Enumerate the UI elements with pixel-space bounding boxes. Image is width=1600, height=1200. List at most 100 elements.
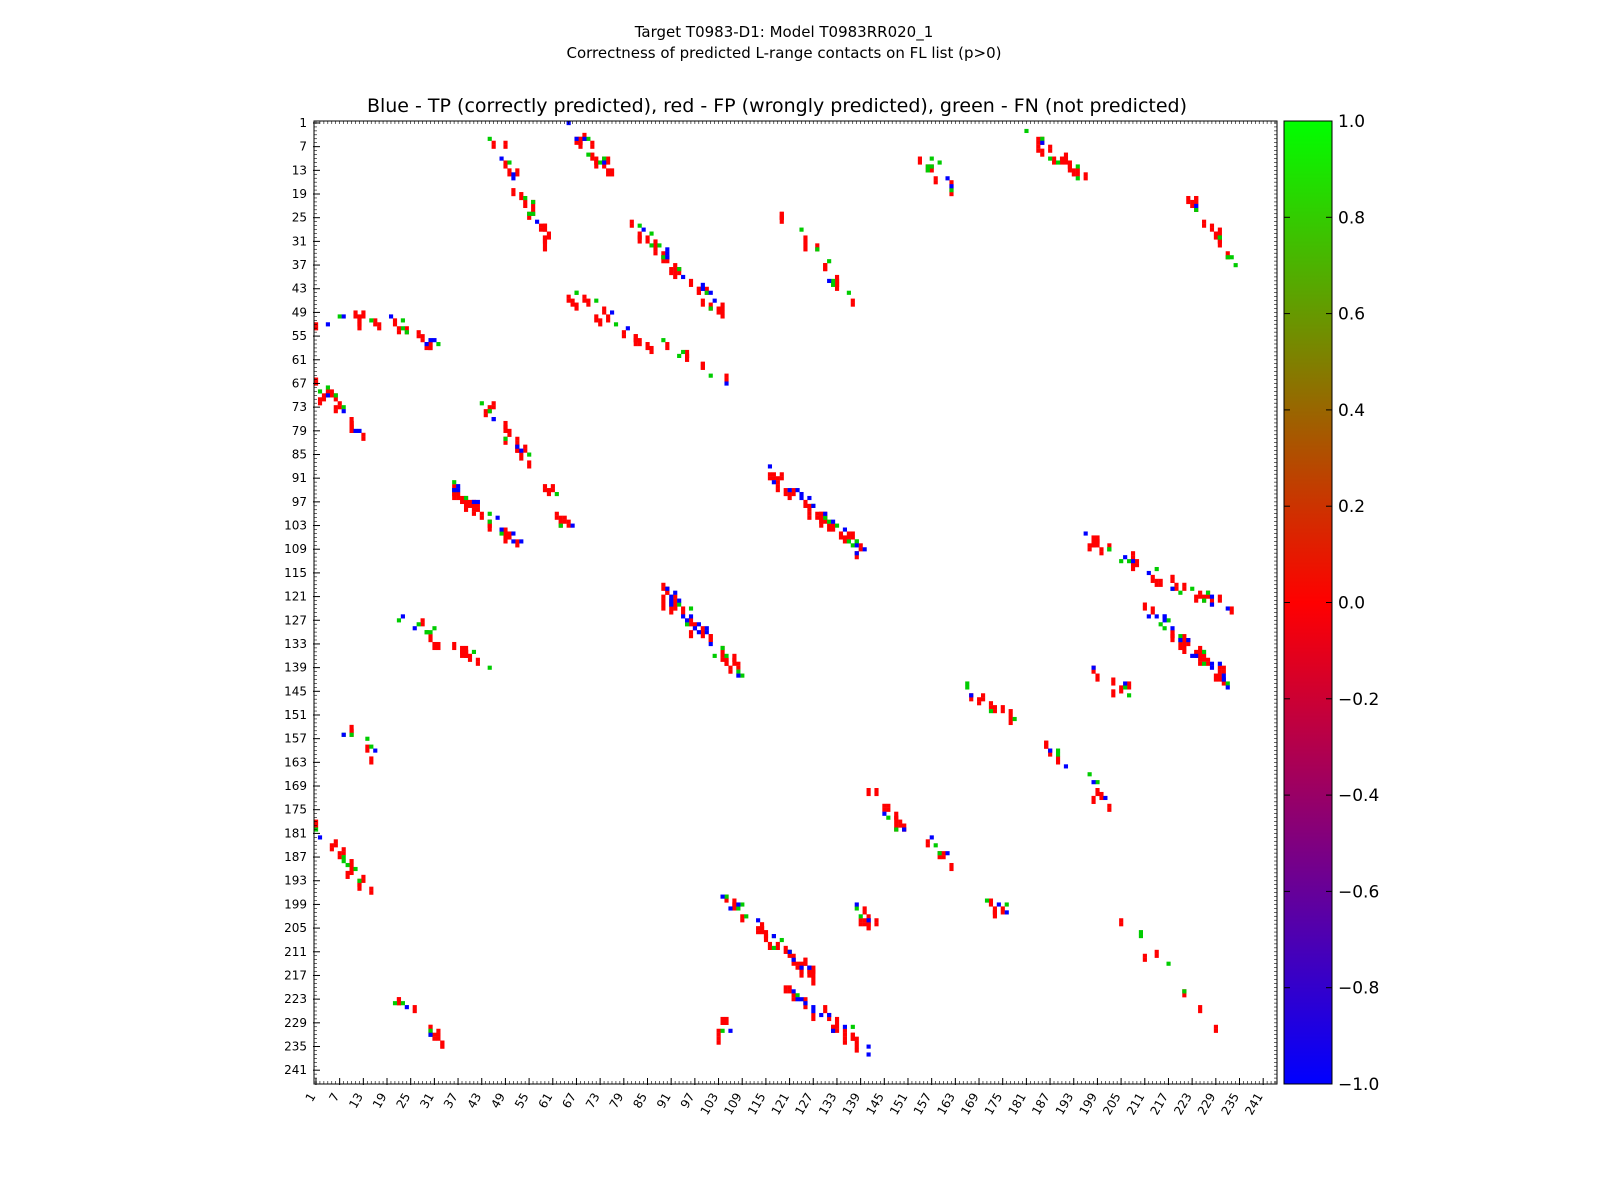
contact-cell-fp <box>369 886 374 891</box>
contact-cell-tp <box>1123 555 1128 560</box>
contact-cell-fp <box>341 847 346 852</box>
x-tick-label: 25 <box>394 1090 414 1110</box>
contact-cell-tp <box>704 630 709 635</box>
contact-cell-fp <box>696 290 701 295</box>
x-tick-label: 205 <box>1100 1090 1124 1117</box>
contact-cell-fp <box>716 1036 721 1041</box>
contact-cell-fn <box>925 168 930 173</box>
y-tick-label: 169 <box>284 779 307 793</box>
contact-cell-fn <box>1075 176 1080 181</box>
contact-cell-fp <box>933 176 938 181</box>
y-tick-label: 1 <box>299 116 307 130</box>
contact-cell-tp <box>736 902 741 907</box>
contact-cell-fp <box>1000 910 1005 915</box>
contact-cell-tp <box>799 495 804 501</box>
contact-cell-fp <box>1205 594 1211 599</box>
contact-cell-fn <box>594 298 599 303</box>
contact-cell-fp <box>432 641 437 647</box>
contact-cell-tp <box>317 835 323 840</box>
contact-cell-tp <box>823 511 828 516</box>
contact-cell-tp <box>1048 748 1053 753</box>
contact-cell-tp <box>432 338 437 343</box>
contact-cell-fp <box>337 405 342 410</box>
contact-cell-fp <box>1182 649 1187 654</box>
y-tick-label: 235 <box>284 1040 307 1054</box>
contact-cell-fp <box>507 172 512 177</box>
contact-cell-fp <box>775 941 780 947</box>
contact-cell-tp <box>665 247 670 252</box>
contact-cell-fp <box>673 263 678 268</box>
contact-cell-fp <box>574 302 579 307</box>
contact-cell-fp <box>436 1032 441 1037</box>
contact-cell-fp <box>846 531 851 536</box>
contact-cell-fp <box>684 349 690 355</box>
contact-cell-fp <box>610 168 615 173</box>
contact-cell-fp <box>811 965 816 970</box>
contact-cell-tp <box>1190 653 1195 658</box>
contact-cell-fn <box>602 156 607 161</box>
contact-cell-fp <box>1048 148 1053 153</box>
contact-cell-fp <box>558 519 563 524</box>
contact-cell-tp <box>665 255 670 260</box>
contact-cell-fp <box>1182 586 1187 591</box>
contact-cell-tp <box>511 539 516 544</box>
contact-cell-fp <box>317 397 323 402</box>
contact-cell-fp <box>992 910 997 915</box>
x-tick-label: 193 <box>1053 1090 1077 1117</box>
y-tick-label: 199 <box>284 897 307 911</box>
contact-cell-fp <box>700 626 705 631</box>
contact-cell-fp <box>503 164 508 169</box>
contact-cell-fp <box>329 389 334 394</box>
contact-cell-fp <box>894 815 899 820</box>
contact-cell-fp <box>661 582 666 587</box>
contact-cell-fp <box>977 701 982 706</box>
contact-cell-fp <box>1142 953 1147 958</box>
contact-cell-fp <box>424 345 429 351</box>
contact-cell-fn <box>432 626 437 631</box>
contact-cell-fp <box>669 267 674 272</box>
contact-cell-fp <box>803 957 808 962</box>
contact-cell-fp <box>1202 223 1207 228</box>
plot-frame <box>313 120 1278 1085</box>
contact-cell-fp <box>515 543 520 548</box>
contact-cell-fp <box>716 310 721 315</box>
contact-cell-fn <box>1048 156 1053 161</box>
contact-cell-fp <box>523 444 528 449</box>
contact-cell-fp <box>724 661 729 666</box>
contact-cell-tp <box>767 464 773 469</box>
contact-cell-fn <box>677 602 682 607</box>
contact-cell-fp <box>854 1044 859 1049</box>
contact-cell-tp <box>428 338 433 343</box>
contact-cell-fn <box>353 866 358 872</box>
contact-cell-fp <box>1111 689 1116 694</box>
contact-cell-fn <box>886 815 891 820</box>
contact-cell-fp <box>941 855 946 860</box>
y-tick-label: 181 <box>284 826 307 840</box>
contact-cell-fp <box>969 697 974 702</box>
y-tick-label: 193 <box>284 874 307 888</box>
contact-cell-fp <box>361 436 366 441</box>
contact-cell-tp <box>1040 140 1045 145</box>
contact-cell-fn <box>1229 255 1234 260</box>
contact-cell-fn <box>1166 618 1171 623</box>
contact-cell-tp <box>471 499 477 505</box>
contact-cell-fn <box>357 878 362 883</box>
y-tick-label: 91 <box>292 471 307 485</box>
contact-cell-fn <box>965 681 970 686</box>
contact-cell-fp <box>1075 172 1080 177</box>
y-tick-label: 163 <box>284 755 307 769</box>
contact-cell-fp <box>1048 752 1053 757</box>
contact-cell-tp <box>511 176 516 181</box>
contact-cell-fn <box>1024 128 1029 134</box>
x-tick-label: 103 <box>698 1091 722 1118</box>
contact-cell-fp <box>333 843 338 848</box>
contact-cell-fp <box>440 1040 445 1045</box>
contact-cell-fn <box>929 156 934 161</box>
contact-cell-fp <box>523 448 528 453</box>
contact-cell-fp <box>341 851 346 856</box>
contact-cell-fn <box>925 164 930 169</box>
contact-cell-fp <box>1111 681 1116 686</box>
contact-cell-tp <box>791 957 796 962</box>
plot-background <box>314 121 1277 1084</box>
contact-cell-fp <box>329 847 334 852</box>
